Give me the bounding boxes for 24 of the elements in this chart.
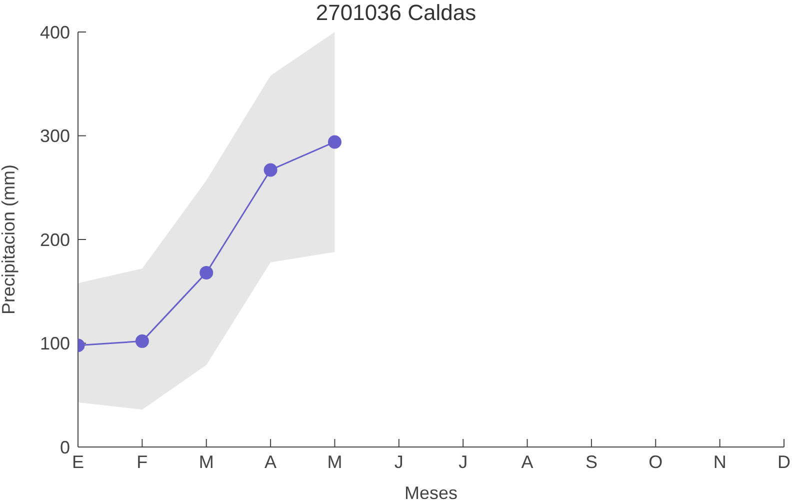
x-tick-label: M	[198, 452, 214, 472]
x-tick-label: D	[778, 452, 790, 472]
y-axis-title: Precipitacion (mm)	[0, 164, 18, 315]
point	[328, 135, 342, 149]
x-tick-label: S	[585, 452, 598, 472]
x-tick-label: F	[136, 452, 148, 472]
x-axis-title: Meses	[404, 483, 458, 503]
x-tick-label: A	[521, 452, 534, 472]
x-tick-label: M	[327, 452, 342, 472]
y-tick-label: 200	[40, 230, 70, 250]
chart-title: 2701036 Caldas	[316, 0, 476, 25]
x-tick-label: J	[394, 452, 404, 472]
y-tick-label: 0	[60, 437, 70, 458]
x-tick-label: E	[72, 452, 84, 472]
y-tick-label: 300	[40, 126, 70, 146]
point	[135, 334, 149, 348]
x-tick-label: J	[458, 452, 468, 472]
x-tick-label: N	[713, 452, 726, 472]
x-tick-label: A	[264, 452, 277, 472]
point	[200, 266, 214, 280]
point	[264, 163, 278, 177]
y-tick-label: 100	[40, 334, 70, 354]
y-tick-label: 400	[40, 22, 70, 42]
x-tick-label: O	[648, 452, 663, 472]
